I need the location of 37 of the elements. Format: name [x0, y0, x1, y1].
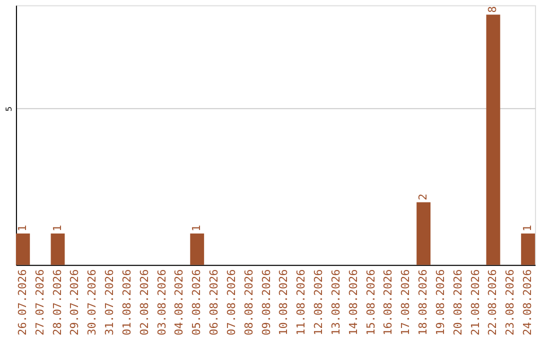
x-tick-label: 22.08.2026 [486, 269, 500, 336]
x-tick-label: 20.08.2026 [451, 269, 464, 336]
x-tick-label: 30.07.2026 [86, 269, 99, 336]
x-tick-label: 10.08.2026 [277, 269, 290, 336]
data-label: 1 [50, 224, 64, 232]
x-tick-label: 03.08.2026 [155, 269, 168, 336]
x-tick-label: 19.08.2026 [434, 269, 447, 336]
x-tick-label: 16.08.2026 [382, 269, 395, 336]
x-tick-label: 12.08.2026 [312, 269, 326, 336]
x-tick-label: 24.08.2026 [521, 269, 534, 336]
x-tick-label: 07.08.2026 [224, 269, 238, 336]
x-tick-label: 08.08.2026 [242, 269, 256, 336]
x-tick-label: 18.08.2026 [416, 269, 430, 336]
x-tick-label: 02.08.2026 [138, 269, 151, 336]
x-tick-label: 27.07.2026 [33, 269, 46, 336]
y-tick-label: 5 [4, 106, 14, 112]
x-tick-label: 15.08.2026 [364, 269, 378, 336]
x-tick-label: 31.07.2026 [103, 269, 116, 336]
data-label: 1 [521, 224, 534, 232]
x-tick-label: 06.08.2026 [208, 269, 221, 336]
data-label: 1 [16, 224, 29, 232]
x-tick-label: 04.08.2026 [172, 269, 186, 336]
x-tick-label: 05.08.2026 [190, 269, 204, 336]
data-label: 2 [416, 194, 430, 200]
x-tick-label: 01.08.2026 [120, 269, 134, 336]
x-tick-label: 21.08.2026 [468, 269, 482, 336]
x-tick-label: 29.07.2026 [68, 269, 82, 336]
x-tick-label: 11.08.2026 [294, 269, 308, 336]
x-tick-label: 23.08.2026 [504, 269, 517, 336]
x-tick-label: 09.08.2026 [260, 269, 273, 336]
data-label: 8 [486, 6, 500, 13]
x-tick-label: 17.08.2026 [399, 269, 412, 336]
x-tick-label: 26.07.2026 [16, 269, 29, 336]
data-label: 1 [190, 224, 204, 232]
x-tick-label: 13.08.2026 [329, 269, 342, 336]
x-tick-label: 14.08.2026 [346, 269, 360, 336]
x-tick-label: 28.07.2026 [50, 269, 64, 336]
